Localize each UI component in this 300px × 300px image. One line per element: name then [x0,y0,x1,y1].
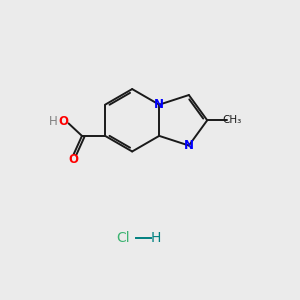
Text: Cl: Cl [116,231,130,245]
Text: H: H [49,115,58,128]
Text: CH₃: CH₃ [222,115,242,125]
Text: O: O [58,115,68,128]
Text: N: N [184,139,194,152]
Text: H: H [151,231,161,245]
Text: N: N [154,98,164,111]
Text: O: O [69,153,79,166]
